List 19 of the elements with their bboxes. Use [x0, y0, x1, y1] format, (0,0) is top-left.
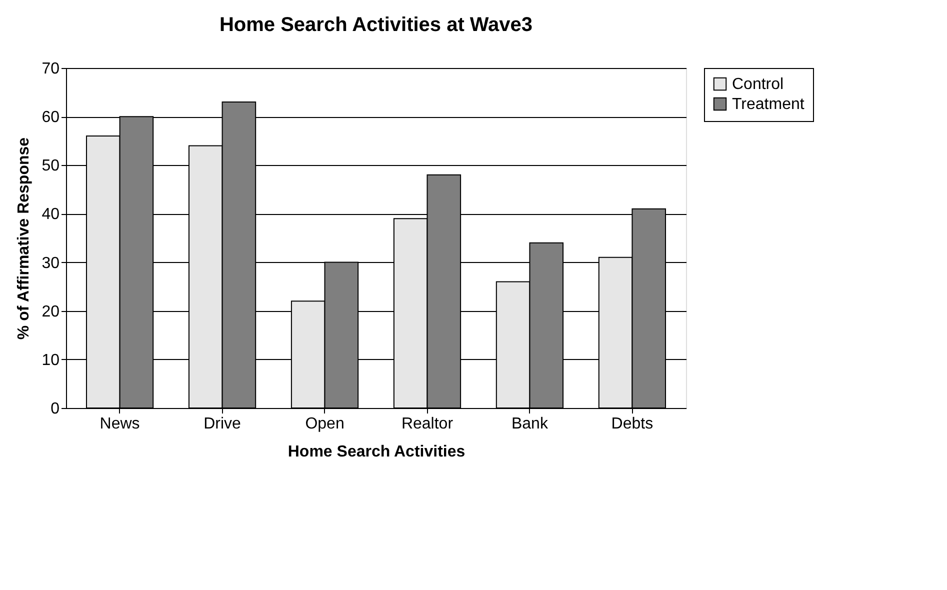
x-tick-label: Realtor: [401, 416, 454, 432]
y-tick-label: 50: [42, 158, 60, 175]
x-tick-label: Bank: [511, 416, 549, 432]
legend-label: Treatment: [732, 96, 805, 113]
y-tick-label: 70: [42, 60, 60, 78]
chart-title: Home Search Activities at Wave3: [219, 14, 533, 36]
y-tick-label: 10: [42, 352, 60, 369]
legend-label: Control: [732, 76, 784, 93]
y-tick-label: 30: [42, 254, 60, 272]
x-tick-label: Debts: [611, 416, 654, 432]
x-tick-label: News: [100, 416, 140, 432]
y-tick-label: 40: [42, 206, 60, 224]
x-axis-title: Home Search Activities: [288, 444, 466, 460]
y-axis-title: % of Affirmative Response: [16, 137, 33, 340]
x-tick-label: Drive: [204, 416, 242, 432]
y-tick-label: 60: [42, 109, 60, 126]
y-tick-label: 20: [42, 303, 60, 320]
y-tick-label: 0: [50, 400, 60, 418]
x-tick-label: Open: [305, 416, 344, 432]
